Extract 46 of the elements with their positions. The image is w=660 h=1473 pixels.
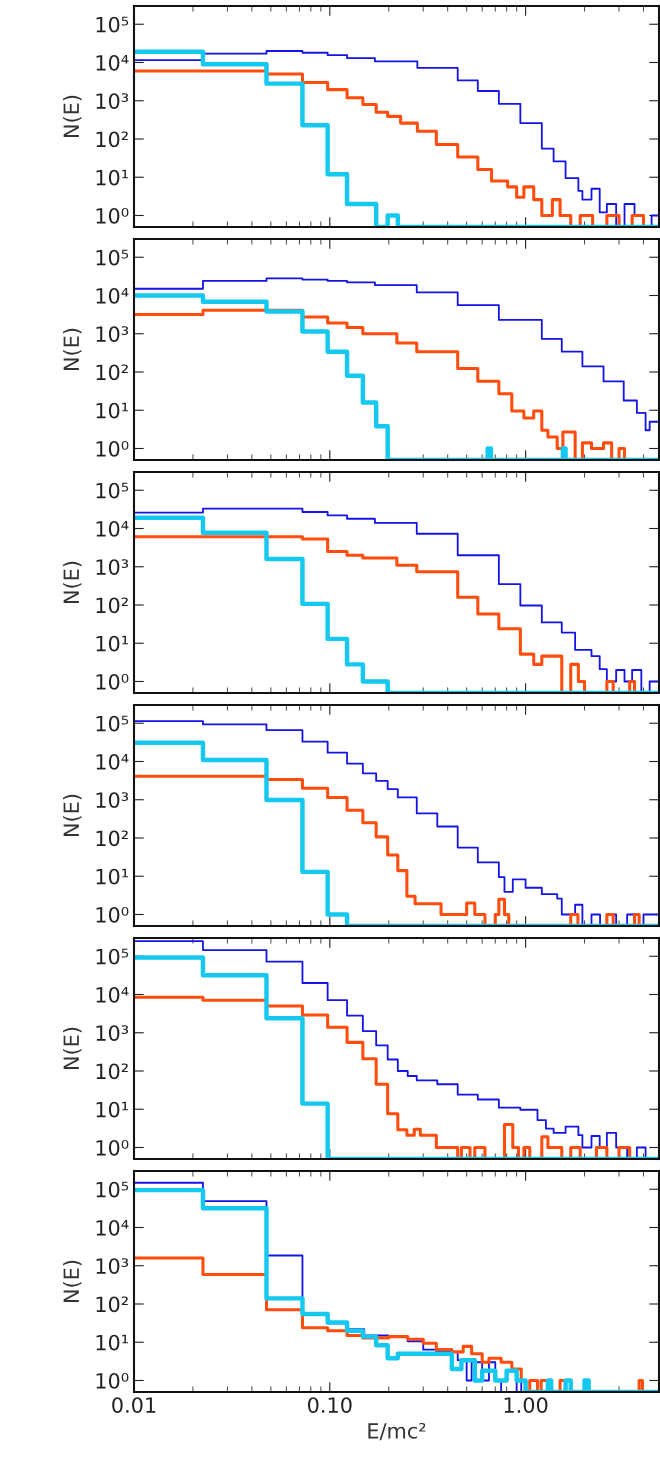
x-tick-label: 0.01 <box>112 1397 156 1413</box>
y-axis-title: N(E) <box>63 561 82 603</box>
y-tick-label: 10¹ <box>96 402 128 419</box>
y-tick-label: 10¹ <box>96 1101 128 1118</box>
y-tick-label: 10² <box>96 1063 128 1080</box>
y-axis-title: N(E) <box>63 328 82 370</box>
y-tick-label: 10⁴ <box>96 287 129 304</box>
y-tick-label: 10⁴ <box>96 986 129 1003</box>
y-tick-label: 10² <box>96 597 128 614</box>
y-tick-label: 10⁵ <box>96 948 129 965</box>
x-tick-label: 0.10 <box>307 1397 352 1413</box>
y-tick-label: 10⁰ <box>96 1372 129 1389</box>
y-tick-label: 10³ <box>96 1258 129 1274</box>
y-axis-title: N(E) <box>63 1027 82 1069</box>
y-tick-label: 10¹ <box>96 635 128 652</box>
y-tick-label: 10³ <box>96 559 129 575</box>
y-tick-label: 10¹ <box>96 868 128 885</box>
y-tick-label: 10⁴ <box>96 54 129 71</box>
y-tick-label: 10⁰ <box>96 1139 129 1156</box>
y-tick-label: 10⁰ <box>96 673 129 690</box>
y-tick-label: 10³ <box>96 93 129 109</box>
y-axis-title: N(E) <box>63 1260 82 1302</box>
y-tick-label: 10³ <box>96 326 129 342</box>
y-tick-label: 10² <box>96 1296 128 1313</box>
y-tick-label: 10³ <box>96 792 129 808</box>
y-tick-label: 10⁰ <box>96 207 129 224</box>
y-tick-label: 10⁴ <box>96 1219 129 1236</box>
y-tick-label: 10⁴ <box>96 753 129 770</box>
y-axis-title: N(E) <box>63 794 82 836</box>
y-tick-label: 10¹ <box>96 1334 128 1351</box>
y-tick-label: 10² <box>96 364 128 381</box>
y-tick-label: 10⁴ <box>96 520 129 537</box>
y-tick-label: 10⁵ <box>96 715 129 732</box>
y-tick-label: 10⁵ <box>96 249 129 266</box>
x-tick-label: 1.00 <box>504 1397 548 1413</box>
y-tick-label: 10² <box>96 830 128 847</box>
y-tick-label: 10⁵ <box>96 16 129 33</box>
y-axis-title: N(E) <box>63 95 82 137</box>
y-tick-label: 10⁵ <box>96 482 129 499</box>
y-tick-label: 10² <box>96 131 128 148</box>
y-tick-label: 10⁰ <box>96 440 129 457</box>
y-tick-label: 10¹ <box>96 169 128 186</box>
y-tick-label: 10⁰ <box>96 906 129 923</box>
y-tick-label: 10³ <box>96 1025 129 1041</box>
y-tick-label: 10⁵ <box>96 1181 129 1198</box>
x-axis-title: E/mc² <box>368 1422 426 1441</box>
